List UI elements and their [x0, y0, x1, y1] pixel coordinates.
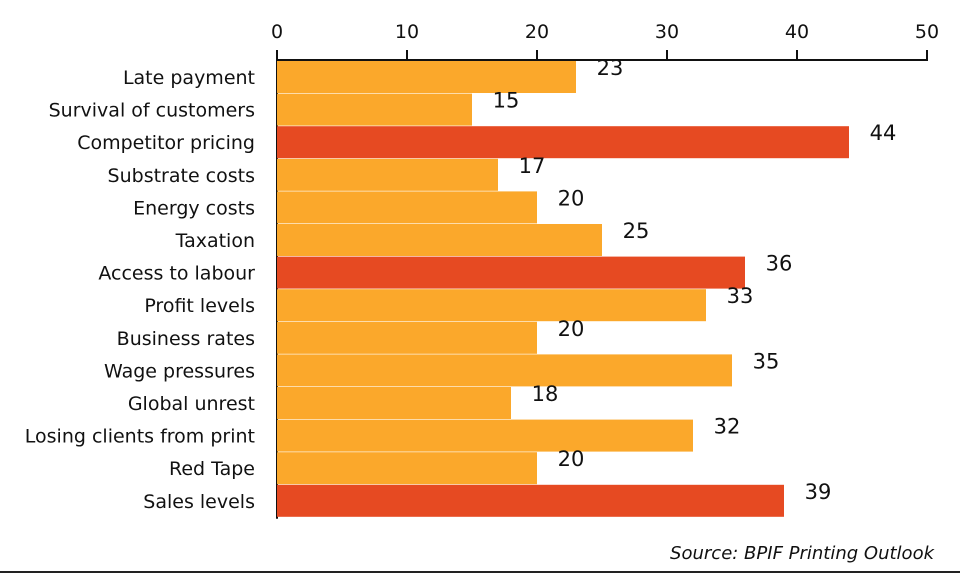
bar [277, 419, 693, 452]
category-labels: Late payment Survival of customers Competi… [25, 67, 255, 513]
data-label: 25 [623, 219, 650, 243]
bar [277, 93, 472, 126]
bar [277, 224, 602, 256]
category-label: Business rates [117, 328, 255, 350]
bar [277, 354, 732, 387]
data-label: 35 [753, 349, 780, 373]
data-label: 18 [532, 382, 559, 406]
x-tick-label: 40 [785, 21, 809, 43]
data-label: 17 [519, 154, 546, 178]
category-label: Wage pressures [104, 360, 255, 382]
data-label: 20 [558, 447, 585, 471]
category-label: Profit levels [144, 295, 255, 317]
category-label: Survival of customers [49, 100, 255, 122]
data-label: 33 [727, 284, 754, 308]
bar [277, 321, 537, 354]
category-label: Taxation [175, 230, 255, 252]
bars [277, 61, 849, 517]
source-note: Source: BPIF Printing Outlook [670, 543, 934, 564]
category-label: Late payment [123, 67, 255, 89]
data-label: 39 [805, 480, 832, 504]
bar [277, 191, 537, 224]
data-label: 44 [870, 121, 897, 145]
bar [277, 256, 745, 289]
data-label: 20 [558, 317, 585, 341]
x-tick-label: 10 [395, 21, 419, 43]
category-label: Access to labour [98, 263, 255, 285]
category-label: Competitor pricing [77, 132, 255, 154]
bar [277, 126, 849, 159]
bar [277, 484, 784, 517]
bottom-rule [0, 571, 960, 573]
bar [277, 387, 511, 419]
bar [277, 452, 537, 485]
x-tick-label: 20 [525, 21, 549, 43]
category-label: Energy costs [133, 197, 255, 219]
bar [277, 289, 706, 322]
data-label: 15 [493, 89, 520, 113]
data-label: 23 [597, 56, 624, 80]
bar [277, 61, 576, 93]
x-tick-label: 50 [915, 21, 939, 43]
bar [277, 158, 498, 191]
data-label: 32 [714, 415, 741, 439]
category-label: Sales levels [143, 491, 255, 513]
data-label: 36 [766, 252, 793, 276]
x-tick-label: 0 [271, 21, 283, 43]
category-label: Red Tape [169, 458, 255, 480]
x-tick-label: 30 [655, 21, 679, 43]
data-label: 20 [558, 186, 585, 210]
category-label: Substrate costs [108, 165, 255, 187]
category-label: Losing clients from print [25, 426, 255, 448]
category-label: Global unrest [128, 393, 255, 415]
value-labels: 23 15 44 17 20 25 36 33 20 35 18 32 20 39 [493, 56, 897, 504]
